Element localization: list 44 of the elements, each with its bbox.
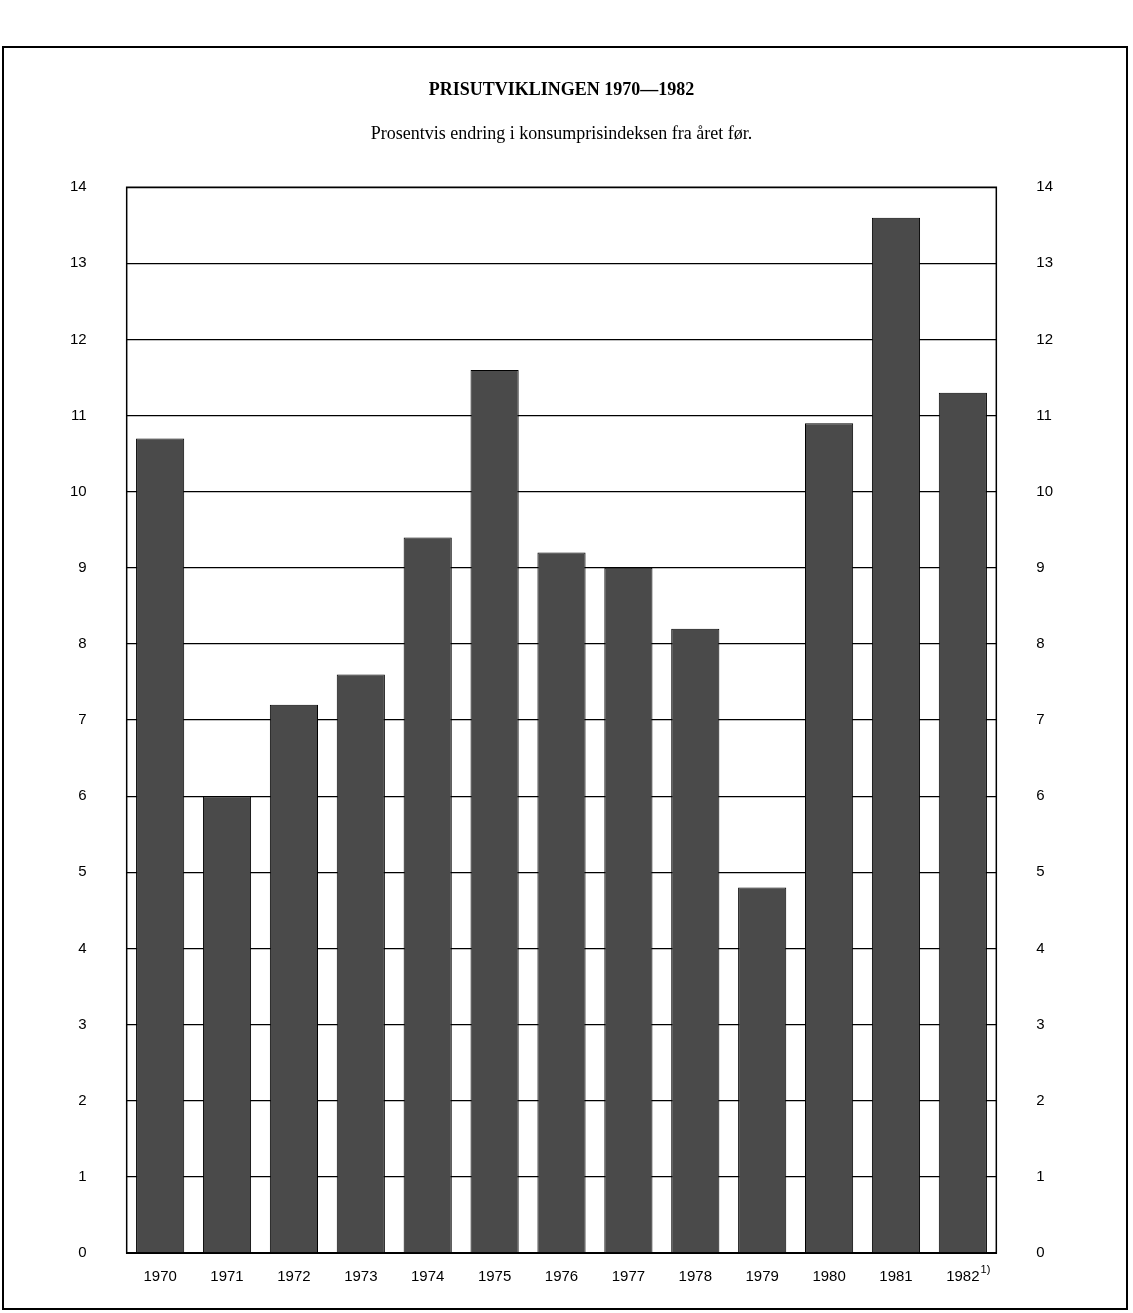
y-tick-label: 10 [70, 481, 87, 499]
y-tick-label: 1 [78, 1167, 87, 1185]
x-tick-label: 1972 [277, 1267, 311, 1285]
x-tick-label: 1971 [210, 1267, 244, 1285]
y2-tick-label: 9 [1036, 557, 1045, 575]
y2-tick-label: 3 [1036, 1014, 1045, 1032]
x-tick-label: 1976 [544, 1267, 579, 1285]
y-tick-label: 7 [78, 710, 87, 728]
y-tick-label: 0 [78, 1243, 87, 1261]
y2-tick-label: 14 [1036, 177, 1053, 195]
y2-tick-label: 5 [1036, 862, 1045, 880]
chart-title: PRISUTVIKLINGEN 1970—1982 [428, 79, 695, 100]
y2-tick-label: 6 [1036, 786, 1045, 804]
y-tick-label: 6 [78, 786, 87, 804]
y2-tick-label: 1 [1036, 1167, 1045, 1185]
y2-tick-label: 10 [1036, 481, 1053, 499]
y-tick-label: 5 [78, 862, 87, 880]
y-tick-label: 13 [70, 253, 87, 271]
y2-tick-label: 8 [1036, 634, 1045, 652]
y-tick-label: 2 [78, 1090, 87, 1108]
x-tick-label: 1977 [611, 1267, 646, 1285]
x-tick-label: 1970 [143, 1267, 177, 1285]
y2-tick-label: 0 [1036, 1243, 1045, 1261]
y-tick-label: 8 [78, 634, 87, 652]
x-tick-label: 1981 [879, 1267, 913, 1285]
y-tick-label: 3 [78, 1014, 87, 1032]
y-tick-label: 14 [70, 177, 87, 195]
y-tick-label: 4 [78, 938, 87, 956]
x-tick-label: 1973 [344, 1267, 378, 1285]
y-tick-label: 9 [78, 557, 87, 575]
x-tick-label: 1980 [812, 1267, 846, 1285]
y2-tick-label: 2 [1036, 1090, 1045, 1108]
y2-tick-label: 7 [1036, 710, 1045, 728]
y2-tick-label: 4 [1036, 938, 1045, 956]
y-tick-label: 11 [71, 405, 87, 423]
x-tick-label: 1979 [745, 1267, 779, 1285]
y2-tick-label: 13 [1036, 253, 1053, 271]
y-tick-label: 12 [70, 329, 87, 347]
x-tick-label: 1978 [678, 1267, 712, 1285]
chart-subtitle: Prosentvis endring i konsumprisindeksen fra året før. [370, 123, 753, 144]
y2-tick-label: 12 [1036, 329, 1053, 347]
x-tick-label: 1974 [411, 1267, 445, 1285]
y2-tick-label: 11 [1036, 405, 1052, 423]
x-tick-label: 1975 [477, 1267, 512, 1285]
